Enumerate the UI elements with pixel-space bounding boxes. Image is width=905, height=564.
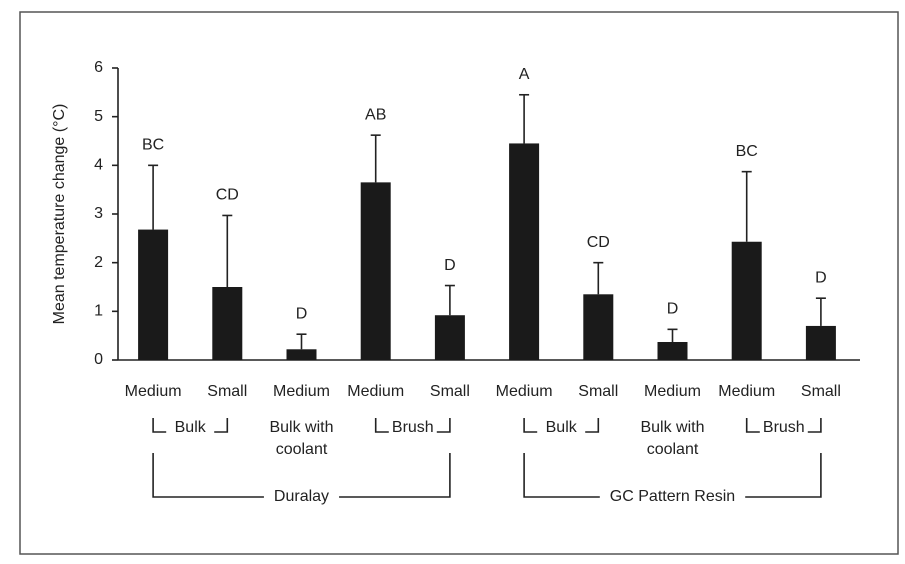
bar	[434, 315, 465, 360]
group-bracket	[523, 453, 600, 498]
y-tick-label: 0	[94, 351, 103, 368]
bar	[805, 325, 836, 360]
group-label: Duralay	[274, 488, 329, 505]
annotation: AB	[365, 106, 386, 123]
annotation: D	[667, 301, 679, 318]
annotation: BC	[736, 143, 758, 160]
y-tick-label: 3	[94, 205, 103, 222]
subgroup-bracket	[745, 418, 760, 433]
group-bracket	[339, 453, 451, 498]
group-label: GC Pattern Resin	[610, 488, 735, 505]
annotation: D	[444, 257, 456, 274]
annotation: D	[296, 305, 308, 322]
x-tick-label: Medium	[125, 383, 182, 400]
bar	[731, 241, 762, 360]
annotation: CD	[587, 234, 610, 251]
y-tick-label: 4	[94, 157, 103, 174]
x-tick-label: Small	[207, 383, 247, 400]
subgroup-bracket	[585, 418, 600, 433]
y-tick-label: 6	[94, 59, 103, 76]
subgroup-label: Bulk with	[640, 419, 704, 436]
subgroup-label: Brush	[763, 419, 805, 436]
subgroup-bracket	[374, 418, 389, 433]
subgroup-label: coolant	[276, 441, 328, 458]
subgroup-bracket	[523, 418, 538, 433]
bar	[657, 341, 688, 360]
annotation: BC	[142, 137, 164, 154]
group-bracket	[152, 453, 264, 498]
subgroup-label: Bulk	[175, 419, 207, 436]
subgroup-label: Bulk with	[269, 419, 333, 436]
x-tick-label: Medium	[718, 383, 775, 400]
annotation: D	[815, 269, 827, 286]
y-tick-label: 1	[94, 303, 103, 320]
subgroup-bracket	[152, 418, 167, 433]
subgroup-bracket	[807, 418, 822, 433]
group-bracket	[745, 453, 822, 498]
bar	[138, 229, 169, 360]
x-tick-label: Medium	[496, 383, 553, 400]
x-tick-label: Small	[801, 383, 841, 400]
subgroup-label: coolant	[647, 441, 699, 458]
subgroup-bracket	[436, 418, 451, 433]
subgroup-label: Brush	[392, 419, 434, 436]
x-tick-label: Medium	[347, 383, 404, 400]
x-tick-label: Small	[578, 383, 618, 400]
y-tick-label: 2	[94, 254, 103, 271]
annotation: A	[519, 66, 530, 83]
bar	[360, 182, 391, 360]
subgroup-label: Bulk	[546, 419, 578, 436]
x-tick-label: Medium	[273, 383, 330, 400]
bar	[583, 294, 614, 360]
bar	[286, 349, 317, 360]
bar	[509, 143, 540, 360]
x-tick-label: Medium	[644, 383, 701, 400]
bar	[212, 287, 243, 360]
subgroup-bracket	[214, 418, 229, 433]
annotation: CD	[216, 187, 239, 204]
y-axis-label: Mean temperature change (°C)	[51, 104, 68, 325]
y-tick-label: 5	[94, 108, 103, 125]
x-tick-label: Small	[430, 383, 470, 400]
